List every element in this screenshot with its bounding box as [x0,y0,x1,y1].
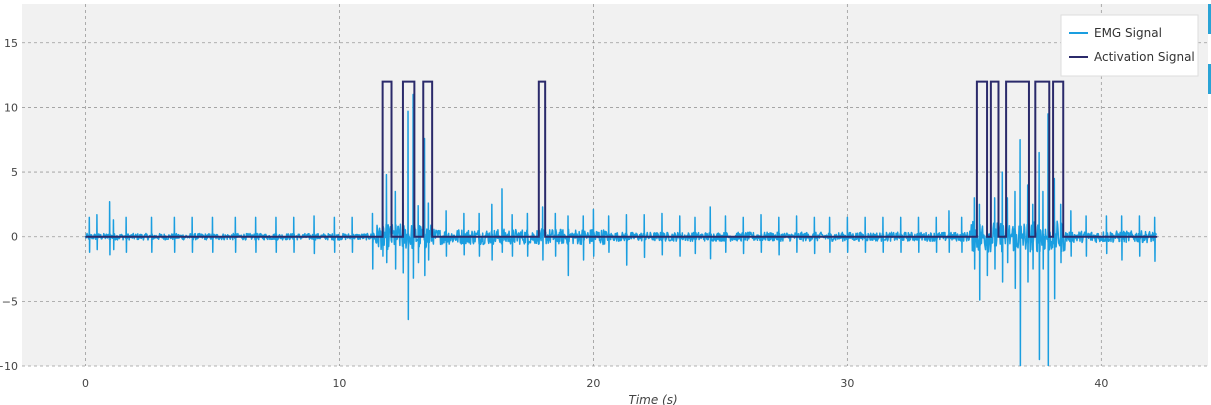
toolbar-edge-indicator [1208,4,1211,34]
legend-label-activation: Activation Signal [1094,50,1195,64]
plot-background [22,4,1208,366]
x-tick-label: 10 [332,377,346,390]
y-tick-label: 0 [11,231,18,244]
x-tick-label: 40 [1094,377,1108,390]
x-axis-label: Time (s) [629,393,678,405]
y-tick-label: 5 [11,166,18,179]
x-tick-label: 0 [82,377,89,390]
x-tick-label: 30 [840,377,854,390]
toolbar-edge-indicator [1208,64,1211,94]
plot-area [22,4,1208,366]
legend-label-emg: EMG Signal [1094,26,1162,40]
y-tick-label: 15 [4,37,18,50]
series-layer [84,80,1158,366]
y-tick-label: 10 [4,101,18,114]
x-tick-label: 20 [586,377,600,390]
y-tick-label: −5 [2,295,18,308]
y-tick-label: −10 [0,360,18,373]
legend: EMG Signal Activation Signal [1060,14,1199,77]
tick-labels: 0 10 20 30 40 −10 −5 0 5 10 15 [0,37,1108,390]
legend-box [1060,14,1199,77]
series-line-activation-signal [85,80,1158,238]
